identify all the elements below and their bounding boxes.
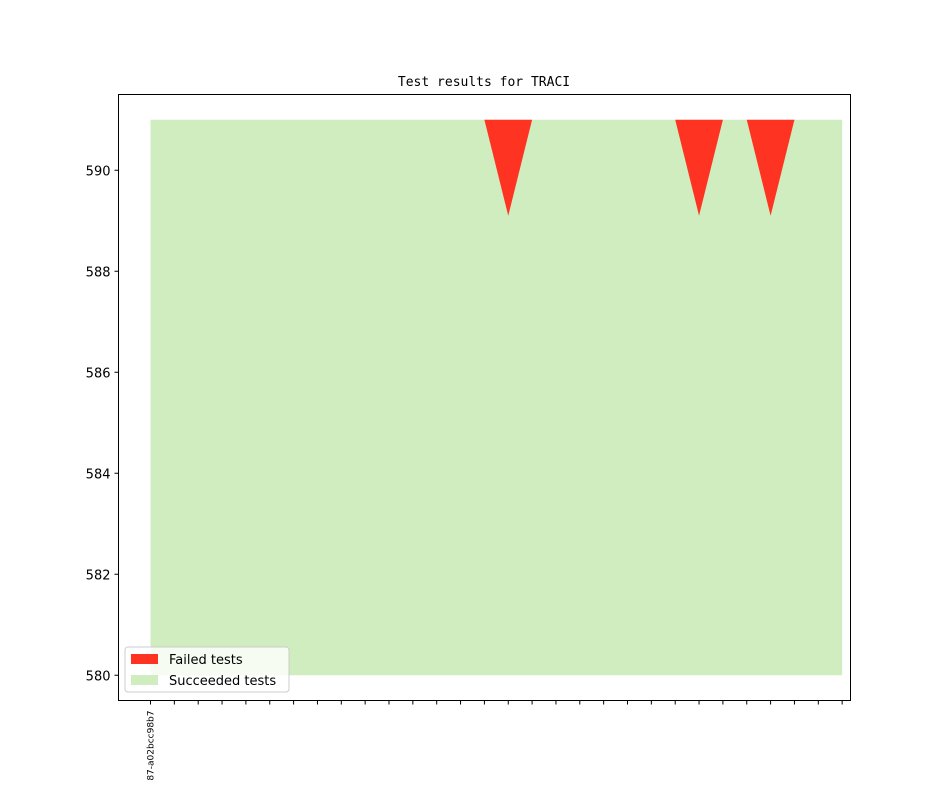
series-succeeded-tests-area [150, 119, 843, 676]
x-axis: 87-a02bcc98b7 [147, 700, 843, 781]
y-tick-label-580: 580 [86, 669, 111, 684]
legend-label: Failed tests [169, 653, 243, 668]
plot-area [150, 119, 843, 676]
chart-title: Test results for TRACI [398, 75, 570, 90]
series-failed-tests-area [150, 119, 843, 216]
legend-swatch [131, 654, 158, 664]
y-axis: 580 582 584 586 588 590 [86, 164, 119, 684]
x-tick-label: 87-a02bcc98b7 [147, 711, 157, 781]
y-tick-label-588: 588 [86, 265, 111, 280]
legend: Failed tests Succeeded tests [124, 646, 290, 693]
legend-label: Succeeded tests [169, 674, 276, 689]
axes-frame [118, 94, 851, 701]
y-tick-label-586: 586 [86, 366, 111, 381]
y-tick-label-584: 584 [86, 467, 111, 482]
y-tick-label-590: 590 [86, 164, 111, 179]
legend-box [124, 646, 290, 693]
y-tick-label-582: 582 [86, 568, 111, 583]
legend-swatch [131, 675, 158, 685]
